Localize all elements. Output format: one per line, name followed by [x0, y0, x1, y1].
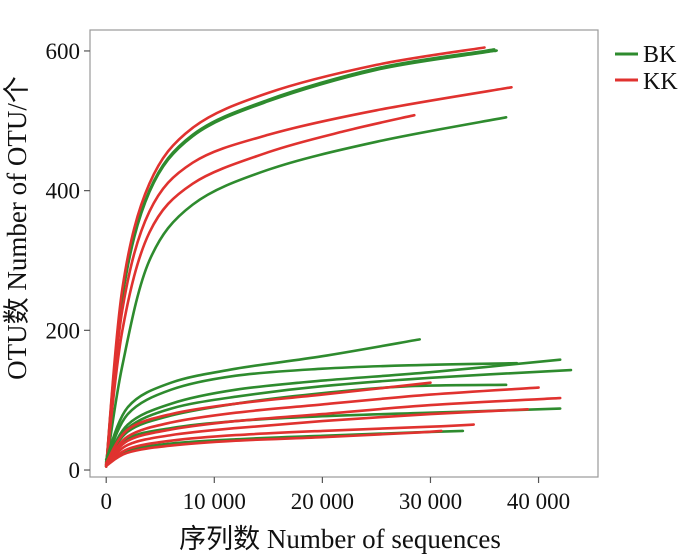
x-axis-ticks: 0 10 000 20 000 30 000 40 000 [100, 477, 570, 514]
series-line-kk-18 [104, 423, 475, 468]
series-line-kk-15 [104, 386, 540, 466]
legend-label-kk: KK [643, 69, 678, 95]
series-line-kk-19 [104, 429, 443, 468]
y-tick-label: 400 [46, 179, 81, 204]
series-line-bk-7 [104, 338, 421, 461]
series-line-kk-14 [104, 381, 432, 465]
series-line-bk-3 [104, 116, 508, 468]
y-tick-label: 600 [46, 39, 81, 64]
y-axis-title: OTU数 Number of OTU/个 [2, 76, 32, 380]
series-line-kk-5 [104, 86, 513, 468]
y-axis-ticks: 0 200 400 600 [46, 39, 90, 483]
series-line-kk-16 [104, 396, 562, 466]
x-tick-label: 10 000 [183, 489, 246, 514]
x-tick-label: 30 000 [399, 489, 462, 514]
legend: BK KK [615, 42, 678, 95]
y-tick-label: 200 [46, 318, 81, 343]
x-axis-title: 序列数 Number of sequences [179, 524, 501, 554]
x-tick-label: 20 000 [291, 489, 354, 514]
series-line-kk-6 [104, 113, 416, 468]
series-line-bk-9 [104, 358, 562, 465]
legend-label-bk: BK [643, 42, 677, 68]
series-line-bk-8 [104, 361, 519, 463]
y-tick-label: 0 [69, 458, 81, 483]
x-tick-label: 0 [100, 489, 112, 514]
series-line-kk-4 [104, 46, 486, 468]
series-line-bk-10 [104, 368, 573, 465]
series-line-kk-17 [104, 408, 529, 467]
x-tick-label: 40 000 [507, 489, 570, 514]
series-lines [104, 46, 573, 468]
